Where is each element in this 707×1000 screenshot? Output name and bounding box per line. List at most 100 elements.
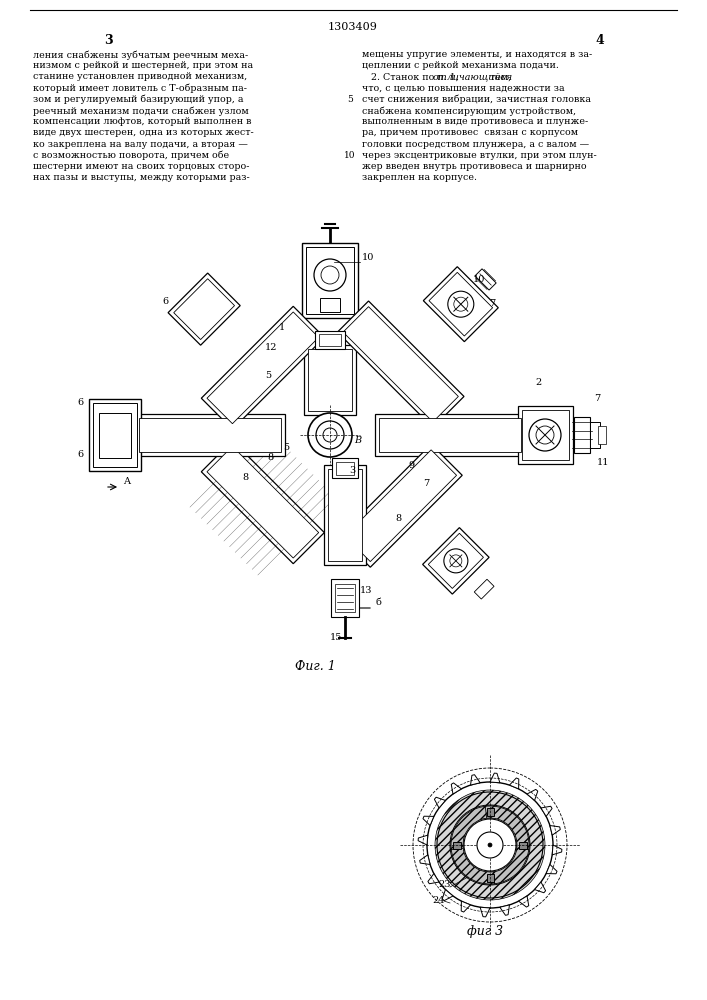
Text: зом и регулируемый базирующий упор, а: зом и регулируемый базирующий упор, а: [33, 95, 243, 104]
Text: счет снижения вибрации, зачистная головка: счет снижения вибрации, зачистная головк…: [362, 95, 591, 104]
Polygon shape: [471, 775, 480, 785]
Text: головки посредством плунжера, а с валом —: головки посредством плунжера, а с валом …: [362, 140, 589, 149]
Text: 3: 3: [349, 466, 355, 475]
Text: компенсации люфтов, который выполнен в: компенсации люфтов, который выполнен в: [33, 117, 252, 126]
Text: 8: 8: [396, 514, 402, 523]
Text: 23: 23: [438, 880, 450, 889]
Polygon shape: [480, 907, 490, 917]
Polygon shape: [423, 816, 434, 826]
Polygon shape: [518, 406, 573, 464]
Text: 10: 10: [362, 253, 375, 262]
Text: 5: 5: [347, 95, 353, 104]
Polygon shape: [375, 414, 525, 456]
Polygon shape: [89, 399, 141, 471]
Polygon shape: [335, 584, 355, 612]
Polygon shape: [550, 826, 561, 835]
Polygon shape: [434, 797, 445, 808]
Text: снабжена компенсирующим устройством,: снабжена компенсирующим устройством,: [362, 106, 576, 115]
Polygon shape: [93, 403, 137, 467]
Text: 10: 10: [344, 151, 356, 160]
Polygon shape: [319, 334, 341, 346]
Text: ра, причем противовес  связан с корпусом: ра, причем противовес связан с корпусом: [362, 128, 578, 137]
Text: 6: 6: [77, 450, 83, 459]
Text: 12: 12: [265, 343, 277, 352]
Circle shape: [529, 419, 561, 451]
Polygon shape: [420, 855, 430, 864]
Polygon shape: [99, 412, 131, 458]
Polygon shape: [201, 306, 325, 429]
Polygon shape: [336, 462, 354, 475]
Text: который имеет ловитель с Т-образным па-: который имеет ловитель с Т-образным па-: [33, 84, 247, 93]
Polygon shape: [306, 246, 354, 314]
Text: 2: 2: [535, 378, 542, 387]
Polygon shape: [474, 579, 494, 599]
Polygon shape: [379, 418, 521, 452]
Text: 6: 6: [77, 398, 83, 407]
Text: виде двух шестерен, одна из которых жест-: виде двух шестерен, одна из которых жест…: [33, 128, 254, 137]
Polygon shape: [302, 242, 358, 318]
Text: станине установлен приводной механизм,: станине установлен приводной механизм,: [33, 72, 247, 81]
Polygon shape: [168, 273, 240, 345]
Polygon shape: [320, 298, 340, 312]
Polygon shape: [423, 528, 489, 594]
Polygon shape: [207, 312, 319, 424]
Polygon shape: [475, 269, 496, 290]
Text: 1: 1: [279, 323, 285, 332]
Polygon shape: [453, 842, 461, 848]
Text: мещены упругие элементы, и находятся в за-: мещены упругие элементы, и находятся в з…: [362, 50, 592, 59]
Text: 5: 5: [265, 371, 271, 380]
Text: В: В: [354, 436, 361, 445]
Text: 7: 7: [594, 394, 600, 403]
Polygon shape: [486, 874, 493, 882]
Text: 3: 3: [104, 34, 112, 47]
Polygon shape: [541, 806, 552, 816]
Text: реечный механизм подачи снабжен узлом: реечный механизм подачи снабжен узлом: [33, 106, 249, 115]
Circle shape: [444, 549, 468, 573]
Polygon shape: [339, 444, 462, 567]
Polygon shape: [451, 783, 462, 794]
Text: с возможностью поворота, причем обе: с возможностью поворота, причем обе: [33, 151, 229, 160]
Polygon shape: [139, 418, 281, 452]
Text: 4: 4: [595, 34, 604, 47]
Polygon shape: [428, 874, 439, 884]
Polygon shape: [423, 267, 498, 342]
Polygon shape: [135, 414, 285, 456]
Circle shape: [450, 555, 462, 567]
Polygon shape: [519, 842, 527, 848]
Text: 11: 11: [597, 458, 609, 467]
Polygon shape: [534, 882, 546, 893]
Polygon shape: [522, 410, 568, 460]
Polygon shape: [598, 426, 606, 444]
Text: закреплен на корпусе.: закреплен на корпусе.: [362, 173, 477, 182]
Text: ко закреплена на валу подачи, а вторая —: ко закреплена на валу подачи, а вторая —: [33, 140, 248, 149]
Circle shape: [427, 782, 553, 908]
Polygon shape: [519, 896, 529, 907]
Polygon shape: [207, 446, 319, 558]
Text: 13: 13: [360, 586, 373, 595]
Text: 5: 5: [283, 443, 289, 452]
Polygon shape: [174, 279, 235, 340]
Text: 7: 7: [423, 479, 429, 488]
Text: фиг 3: фиг 3: [467, 925, 503, 938]
Polygon shape: [486, 808, 493, 816]
Polygon shape: [324, 465, 366, 565]
Text: 8: 8: [268, 453, 274, 462]
Circle shape: [321, 266, 339, 284]
Polygon shape: [461, 901, 471, 912]
Text: 9: 9: [409, 461, 415, 470]
Polygon shape: [500, 905, 510, 915]
Circle shape: [448, 291, 474, 317]
Text: цеплении с рейкой механизма подачи.: цеплении с рейкой механизма подачи.: [362, 61, 559, 70]
Polygon shape: [490, 773, 500, 783]
Polygon shape: [443, 890, 453, 901]
Polygon shape: [345, 450, 457, 562]
Polygon shape: [315, 331, 345, 349]
Polygon shape: [308, 349, 352, 411]
Text: 24: 24: [432, 896, 445, 905]
Polygon shape: [546, 864, 557, 874]
Circle shape: [488, 843, 492, 847]
Polygon shape: [343, 307, 458, 422]
Circle shape: [316, 421, 344, 449]
Polygon shape: [337, 301, 464, 428]
Text: шестерни имеют на своих торцовых сторо-: шестерни имеют на своих торцовых сторо-: [33, 162, 250, 171]
